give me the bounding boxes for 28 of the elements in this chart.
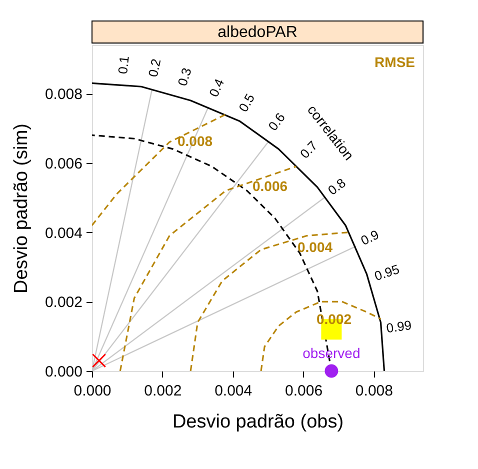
- y-tick-label: 0.006: [44, 155, 82, 172]
- annotation: 0.5: [236, 91, 258, 114]
- annotation: 0.9: [358, 226, 382, 248]
- x-tick-label: 0.000: [74, 382, 112, 400]
- y-tick-label: 0.004: [44, 224, 82, 242]
- x-tick-label: 0.002: [144, 382, 182, 400]
- x-tick-label: 0.004: [214, 382, 252, 400]
- annotation: 0.6: [265, 110, 288, 134]
- annotation: 0.004: [297, 239, 333, 255]
- y-tick-label: 0.008: [44, 86, 82, 104]
- x-tick-label: 0.008: [355, 382, 393, 400]
- annotation: RMSE: [374, 54, 415, 70]
- annotation: 0.99: [385, 317, 413, 336]
- annotation: 0.2: [145, 57, 164, 78]
- x-axis-title: Desvio padrão (obs): [172, 412, 344, 432]
- annotation: 0.1: [115, 55, 132, 75]
- annotation: 0.008: [177, 133, 213, 149]
- y-tick-label: 0.000: [44, 364, 82, 380]
- series-label: observed: [302, 345, 360, 361]
- annotation: 0.8: [324, 175, 348, 198]
- annotation: 0.95: [372, 261, 402, 284]
- chart-title: albedoPAR: [218, 24, 298, 41]
- x-tick-label: 0.006: [285, 382, 323, 400]
- annotation: 0.3: [174, 66, 194, 88]
- y-tick-label: 0.002: [44, 294, 82, 312]
- y-axis-title: Desvio padrão (sim): [10, 124, 32, 294]
- annotation: 0.006: [252, 178, 288, 194]
- annotation: 0.4: [206, 76, 228, 100]
